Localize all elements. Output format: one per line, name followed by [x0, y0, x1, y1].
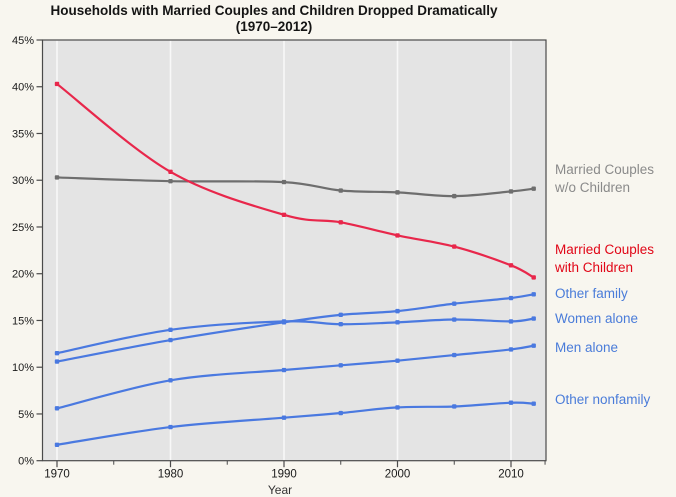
- series-marker-married-couples-with-children-1990: [281, 212, 287, 218]
- series-marker-married-couples-with-children-2012: [531, 275, 536, 280]
- chart-title: Households with Married Couples and Chil…: [50, 3, 498, 18]
- y-tick-label-25: 25%: [12, 222, 34, 234]
- y-tick-label-15: 15%: [12, 315, 34, 327]
- series-marker-other-family-2000: [395, 308, 400, 314]
- y-tick-label-40: 40%: [12, 82, 34, 94]
- series-marker-married-couples-w-o-children-2000: [395, 190, 400, 195]
- x-tick-label-1990: 1990: [271, 469, 297, 481]
- chart-subtitle: (1970–2012): [235, 19, 313, 34]
- series-marker-other-family-1995: [338, 312, 343, 318]
- series-marker-married-couples-w-o-children-1970: [54, 175, 60, 180]
- series-marker-other-family-2012: [531, 292, 536, 297]
- series-marker-married-couples-w-o-children-2012: [531, 186, 536, 191]
- series-marker-other-nonfamily-2012: [531, 401, 536, 406]
- series-marker-married-couples-with-children-2000: [395, 233, 400, 238]
- series-marker-married-couples-w-o-children-2005: [452, 193, 457, 199]
- legend-text-line: with Children: [555, 260, 634, 275]
- series-marker-men-alone-2010: [508, 347, 514, 352]
- y-tick-label-5: 5%: [18, 409, 34, 421]
- series-marker-other-family-1970: [54, 359, 60, 364]
- legend-women-alone: Women alone: [555, 311, 639, 326]
- legend-men-alone: Men alone: [555, 340, 619, 355]
- series-marker-other-family-2010: [508, 295, 514, 301]
- y-tick-label-20: 20%: [12, 269, 34, 281]
- series-marker-men-alone-2012: [531, 343, 536, 348]
- series-marker-women-alone-2012: [531, 316, 536, 321]
- legend-married-with-children: Married Couples with Children: [555, 241, 676, 277]
- series-marker-women-alone-1995: [338, 322, 343, 327]
- series-marker-other-nonfamily-2010: [508, 400, 514, 405]
- legend-married-without-children: Married Couples w/o Children: [555, 161, 676, 197]
- series-marker-married-couples-with-children-2010: [508, 263, 514, 268]
- x-tick-label-2000: 2000: [385, 469, 411, 481]
- y-tick-label-0: 0%: [18, 456, 34, 468]
- series-marker-men-alone-2000: [395, 358, 400, 363]
- legend-other-nonfamily: Other nonfamily: [555, 392, 651, 407]
- series-marker-women-alone-2000: [395, 320, 400, 325]
- series-marker-men-alone-1980: [168, 378, 173, 383]
- series-marker-other-nonfamily-1990: [281, 415, 287, 420]
- series-marker-other-family-1980: [168, 337, 173, 343]
- series-marker-women-alone-2010: [508, 319, 514, 324]
- y-tick-label-35: 35%: [12, 128, 34, 140]
- series-marker-married-couples-with-children-1980: [168, 169, 173, 175]
- legend-text-line: Married Couples: [555, 242, 655, 257]
- series-marker-other-family-2005: [452, 301, 457, 306]
- series-marker-married-couples-with-children-1995: [338, 220, 343, 225]
- series-marker-married-couples-w-o-children-2010: [508, 189, 514, 194]
- series-marker-other-nonfamily-2000: [395, 405, 400, 410]
- series-marker-other-nonfamily-1970: [54, 442, 60, 448]
- y-tick-label-45: 45%: [12, 35, 34, 47]
- x-axis-title-clipped: Year: [267, 483, 293, 497]
- series-marker-women-alone-1980: [168, 327, 173, 333]
- legend-text-line: w/o Children: [555, 180, 631, 195]
- series-marker-women-alone-1970: [54, 350, 60, 356]
- chart-title-block: Households with Married Couples and Chil…: [0, 3, 548, 35]
- legend-text-line: Married Couples: [555, 162, 655, 177]
- y-tick-label-30: 30%: [12, 175, 34, 187]
- series-marker-men-alone-1995: [338, 363, 343, 368]
- series-marker-married-couples-w-o-children-1980: [168, 178, 173, 184]
- series-marker-married-couples-w-o-children-1995: [338, 188, 343, 193]
- y-tick-label-10: 10%: [12, 362, 34, 374]
- plot-border: [41, 39, 547, 462]
- legend-other-family: Other family: [555, 286, 628, 301]
- series-marker-married-couples-w-o-children-1990: [281, 179, 287, 185]
- x-tick-label-1970: 1970: [44, 469, 70, 481]
- series-marker-men-alone-2005: [452, 352, 457, 358]
- x-tick-label-2010: 2010: [498, 469, 524, 481]
- series-marker-women-alone-2005: [452, 317, 457, 322]
- series-marker-other-nonfamily-1995: [338, 410, 343, 416]
- series-marker-other-nonfamily-1980: [168, 424, 173, 430]
- series-marker-other-nonfamily-2005: [452, 404, 457, 409]
- series-marker-married-couples-with-children-1970: [54, 81, 60, 87]
- series-marker-married-couples-with-children-2005: [452, 244, 457, 249]
- x-tick-label-1980: 1980: [158, 469, 184, 481]
- series-marker-men-alone-1970: [54, 406, 60, 411]
- series-marker-women-alone-1990: [281, 319, 287, 324]
- series-marker-men-alone-1990: [281, 367, 287, 373]
